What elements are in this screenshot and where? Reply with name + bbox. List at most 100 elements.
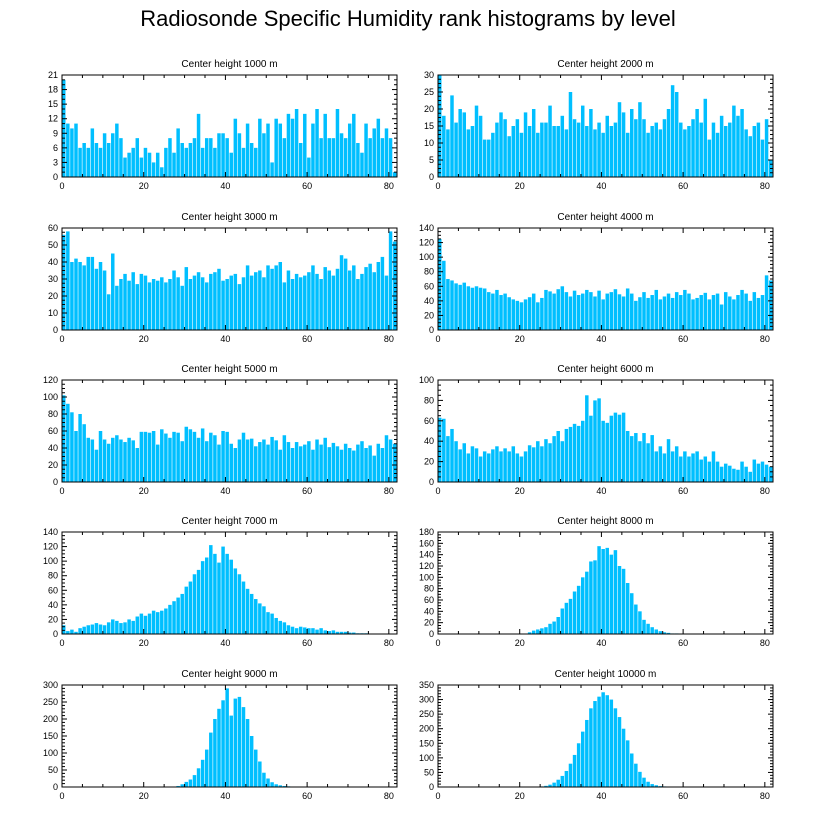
histogram-bar: [687, 126, 691, 177]
histogram-bar: [654, 785, 659, 787]
histogram-bar: [66, 403, 70, 482]
histogram-bar: [298, 446, 303, 482]
histogram-bar: [254, 446, 258, 482]
histogram-bar: [487, 139, 491, 177]
histogram-bar: [139, 431, 144, 482]
x-tick-label: 80: [384, 791, 394, 801]
histogram-bar: [768, 280, 773, 330]
histogram-bar: [270, 268, 274, 330]
histogram-bar: [531, 293, 536, 330]
y-tick-label: 20: [48, 291, 58, 301]
histogram-bar: [658, 631, 663, 634]
y-tick-label: 100: [419, 572, 434, 582]
x-tick-label: 20: [139, 638, 149, 648]
histogram-bar: [519, 302, 524, 330]
histogram-bar: [642, 619, 646, 634]
histogram-bar: [245, 439, 250, 482]
histogram-bar: [102, 439, 107, 482]
histogram-bar: [380, 138, 385, 177]
histogram-bar: [204, 282, 209, 330]
histogram-bar: [760, 295, 765, 330]
histogram-bar: [123, 622, 127, 634]
histogram-bar: [364, 123, 368, 177]
histogram-bar: [638, 441, 642, 482]
histogram-bar: [666, 293, 671, 330]
histogram-bar: [442, 115, 446, 177]
histogram-bar: [347, 270, 352, 330]
histogram-bar: [339, 255, 344, 330]
x-tick-label: 60: [678, 181, 688, 191]
histogram-bar: [580, 105, 585, 177]
histogram-bar: [196, 768, 201, 787]
histogram-bar: [237, 439, 242, 482]
y-tick-label: 40: [48, 600, 58, 610]
histogram-bar: [315, 439, 319, 482]
histogram-bar: [638, 297, 642, 330]
y-tick-label: 350: [419, 680, 434, 690]
histogram-bar: [245, 123, 250, 177]
histogram-bar: [536, 629, 540, 634]
histogram-bar: [613, 289, 618, 330]
histogram-bar: [209, 138, 213, 177]
histogram-bar: [335, 268, 340, 330]
histogram-bar: [184, 426, 189, 482]
histogram-bar: [323, 113, 327, 177]
histogram-bar: [617, 717, 622, 787]
histogram-bar: [168, 279, 172, 330]
x-tick-label: 40: [596, 791, 606, 801]
histogram-bar: [209, 545, 213, 634]
histogram-panel-6: Center height 6000 m 0 20 40 60 80 0 20 40 60 80 10…: [419, 364, 774, 496]
histogram-bar: [319, 444, 323, 482]
histogram-bar: [585, 126, 589, 177]
histogram-bar: [241, 147, 246, 177]
histogram-bar: [343, 631, 348, 634]
histogram-bar: [102, 625, 107, 634]
y-tick-label: 80: [48, 409, 58, 419]
histogram-bar: [474, 105, 479, 177]
histogram-bar: [368, 263, 372, 330]
histogram-bar: [274, 440, 278, 482]
y-tick-label: 18: [48, 85, 58, 95]
histogram-bar: [544, 785, 548, 787]
histogram-bar: [352, 450, 356, 482]
histogram-bar: [180, 593, 184, 634]
histogram-bar: [262, 133, 266, 177]
histogram-bar: [241, 432, 246, 482]
histogram-bar: [450, 95, 454, 177]
histogram-bar: [139, 273, 144, 330]
histogram-bar: [62, 625, 66, 634]
y-tick-label: 100: [43, 556, 58, 566]
histogram-bar: [254, 147, 258, 177]
x-tick-label: 20: [139, 181, 149, 191]
histogram-bar: [303, 275, 307, 330]
histogram-bar: [364, 448, 368, 482]
histogram-bar: [204, 557, 209, 634]
histogram-bar: [127, 437, 131, 482]
histogram-bar: [699, 122, 703, 177]
histogram-bar: [503, 293, 507, 330]
histogram-bar: [78, 147, 82, 177]
histogram-bar: [748, 300, 752, 330]
histogram-bar: [188, 143, 193, 177]
histogram-bar: [511, 446, 516, 482]
histogram-bar: [98, 431, 103, 482]
y-tick-label: 21: [48, 70, 58, 80]
histogram-bar: [670, 451, 675, 482]
y-tick-label: 0: [53, 629, 58, 639]
histogram-bar: [540, 628, 544, 634]
histogram-bar: [135, 616, 140, 634]
histogram-bar: [491, 293, 495, 330]
histogram-bar: [572, 119, 577, 177]
histogram-bar: [572, 591, 577, 634]
x-tick-label: 40: [220, 486, 230, 496]
histogram-bar: [715, 293, 720, 330]
histogram-bar: [196, 272, 201, 330]
y-tick-label: 5: [429, 155, 434, 165]
histogram-bar: [184, 586, 189, 634]
histogram-bar: [127, 280, 131, 330]
histogram-bar: [576, 743, 581, 787]
histogram-bar: [388, 439, 393, 482]
histogram-bar: [568, 598, 573, 634]
histogram-bar: [568, 763, 573, 787]
histogram-bar: [691, 119, 695, 177]
